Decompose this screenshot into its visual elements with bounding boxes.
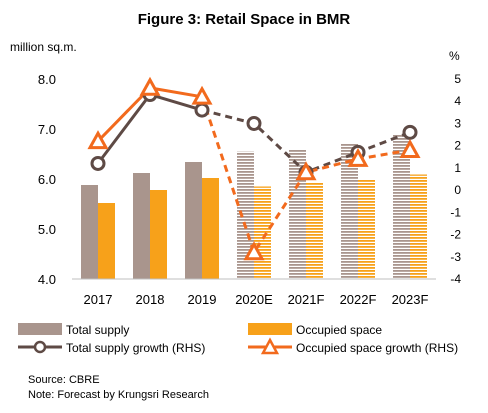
x-tick-label: 2022F (340, 292, 377, 307)
marker-occupied-space-growth-rhs-2021f (295, 161, 317, 181)
left-tick-label: 5.0 (38, 222, 56, 237)
right-tick-label: 5 (454, 72, 461, 86)
marker-total-supply-growth-rhs-2020e (246, 115, 262, 131)
left-axis-unit: million sq.m. (10, 40, 77, 54)
bar-occupied-space-2022f (358, 179, 375, 279)
bars (81, 135, 427, 279)
legend-label-total-supply-growth: Total supply growth (RHS) (66, 341, 205, 355)
marker-occupied-space-growth-rhs-2019 (191, 85, 213, 105)
bar-total-supply-2017 (81, 185, 98, 279)
x-tick-label: 2017 (84, 292, 113, 307)
line-total-supply-growth-rhs-actual (96, 93, 203, 165)
legend-item-occupied-space-growth: Occupied space growth (RHS) (248, 337, 458, 355)
right-tick-label: 0 (454, 183, 461, 197)
legend-swatch-total-supply (18, 323, 62, 335)
x-axis-ticks: 2017 2018 2019 2020E 2021F 2022F 2023F (84, 292, 429, 307)
legend-item-total-supply: Total supply (18, 323, 129, 337)
legend-item-total-supply-growth: Total supply growth (RHS) (18, 340, 205, 355)
marker-occupied-space-growth-rhs-2022f (347, 147, 369, 167)
x-tick-label: 2019 (188, 292, 217, 307)
right-tick-label: -3 (450, 250, 461, 264)
line-occupied-space-growth-rhs-forecast (200, 96, 411, 254)
bar-total-supply-2022f (341, 144, 358, 279)
x-tick-label: 2021F (288, 292, 325, 307)
left-tick-label: 7.0 (38, 122, 56, 137)
left-tick-label: 6.0 (38, 172, 56, 187)
bar-occupied-space-2021f (306, 183, 323, 279)
bar-occupied-space-2020e (254, 186, 271, 279)
bar-total-supply-2021f (289, 149, 306, 279)
marker-total-supply-growth-rhs-2019 (194, 102, 210, 118)
bar-total-supply-2023f (393, 135, 410, 279)
marker-occupied-space-growth-rhs-2017 (87, 130, 109, 150)
right-axis-unit: % (449, 49, 460, 63)
right-tick-label: -4 (450, 272, 461, 286)
growth-markers (87, 76, 421, 261)
legend-marker-triangle-icon (260, 337, 280, 355)
marker-occupied-space-growth-rhs-2023f (399, 139, 421, 159)
right-tick-label: 2 (454, 139, 461, 153)
legend-swatch-occupied-space (248, 323, 292, 335)
chart-title: Figure 3: Retail Space in BMR (138, 11, 351, 28)
legend: Total supply Occupied space Total supply… (18, 323, 458, 355)
right-tick-label: -2 (450, 228, 461, 242)
forecast-note: Note: Forecast by Krungsri Research (28, 389, 209, 401)
right-axis-ticks: -4 -3 -2 -1 0 1 2 3 4 5 (450, 72, 461, 286)
left-tick-label: 8.0 (38, 72, 56, 87)
x-tick-label: 2018 (136, 292, 165, 307)
bar-occupied-space-2019 (202, 178, 219, 279)
legend-label-total-supply: Total supply (66, 323, 129, 337)
legend-label-occupied-space: Occupied space (296, 323, 382, 337)
right-tick-label: 3 (454, 116, 461, 130)
right-tick-label: -1 (450, 205, 461, 219)
bar-total-supply-2018 (133, 173, 150, 279)
left-tick-label: 4.0 (38, 272, 56, 287)
legend-label-occupied-space-growth: Occupied space growth (RHS) (296, 341, 458, 355)
left-axis-ticks: 4.0 5.0 6.0 7.0 8.0 (38, 72, 56, 287)
x-tick-label: 2023F (392, 292, 429, 307)
right-tick-label: 4 (454, 94, 461, 108)
bar-occupied-space-2017 (98, 203, 115, 279)
bar-occupied-space-2018 (150, 190, 167, 279)
legend-item-occupied-space: Occupied space (248, 323, 382, 337)
marker-occupied-space-growth-rhs-2020e (243, 241, 265, 261)
marker-total-supply-growth-rhs-2023f (402, 124, 418, 140)
source-note: Source: CBRE (28, 374, 100, 386)
legend-marker-circle-icon (33, 340, 47, 354)
right-tick-label: 1 (454, 161, 461, 175)
bar-occupied-space-2023f (410, 174, 427, 279)
marker-total-supply-growth-rhs-2017 (90, 155, 106, 171)
marker-occupied-space-growth-rhs-2018 (139, 76, 161, 96)
bar-total-supply-2019 (185, 162, 202, 279)
bar-total-supply-2020e (237, 151, 254, 279)
x-tick-label: 2020E (235, 292, 273, 307)
